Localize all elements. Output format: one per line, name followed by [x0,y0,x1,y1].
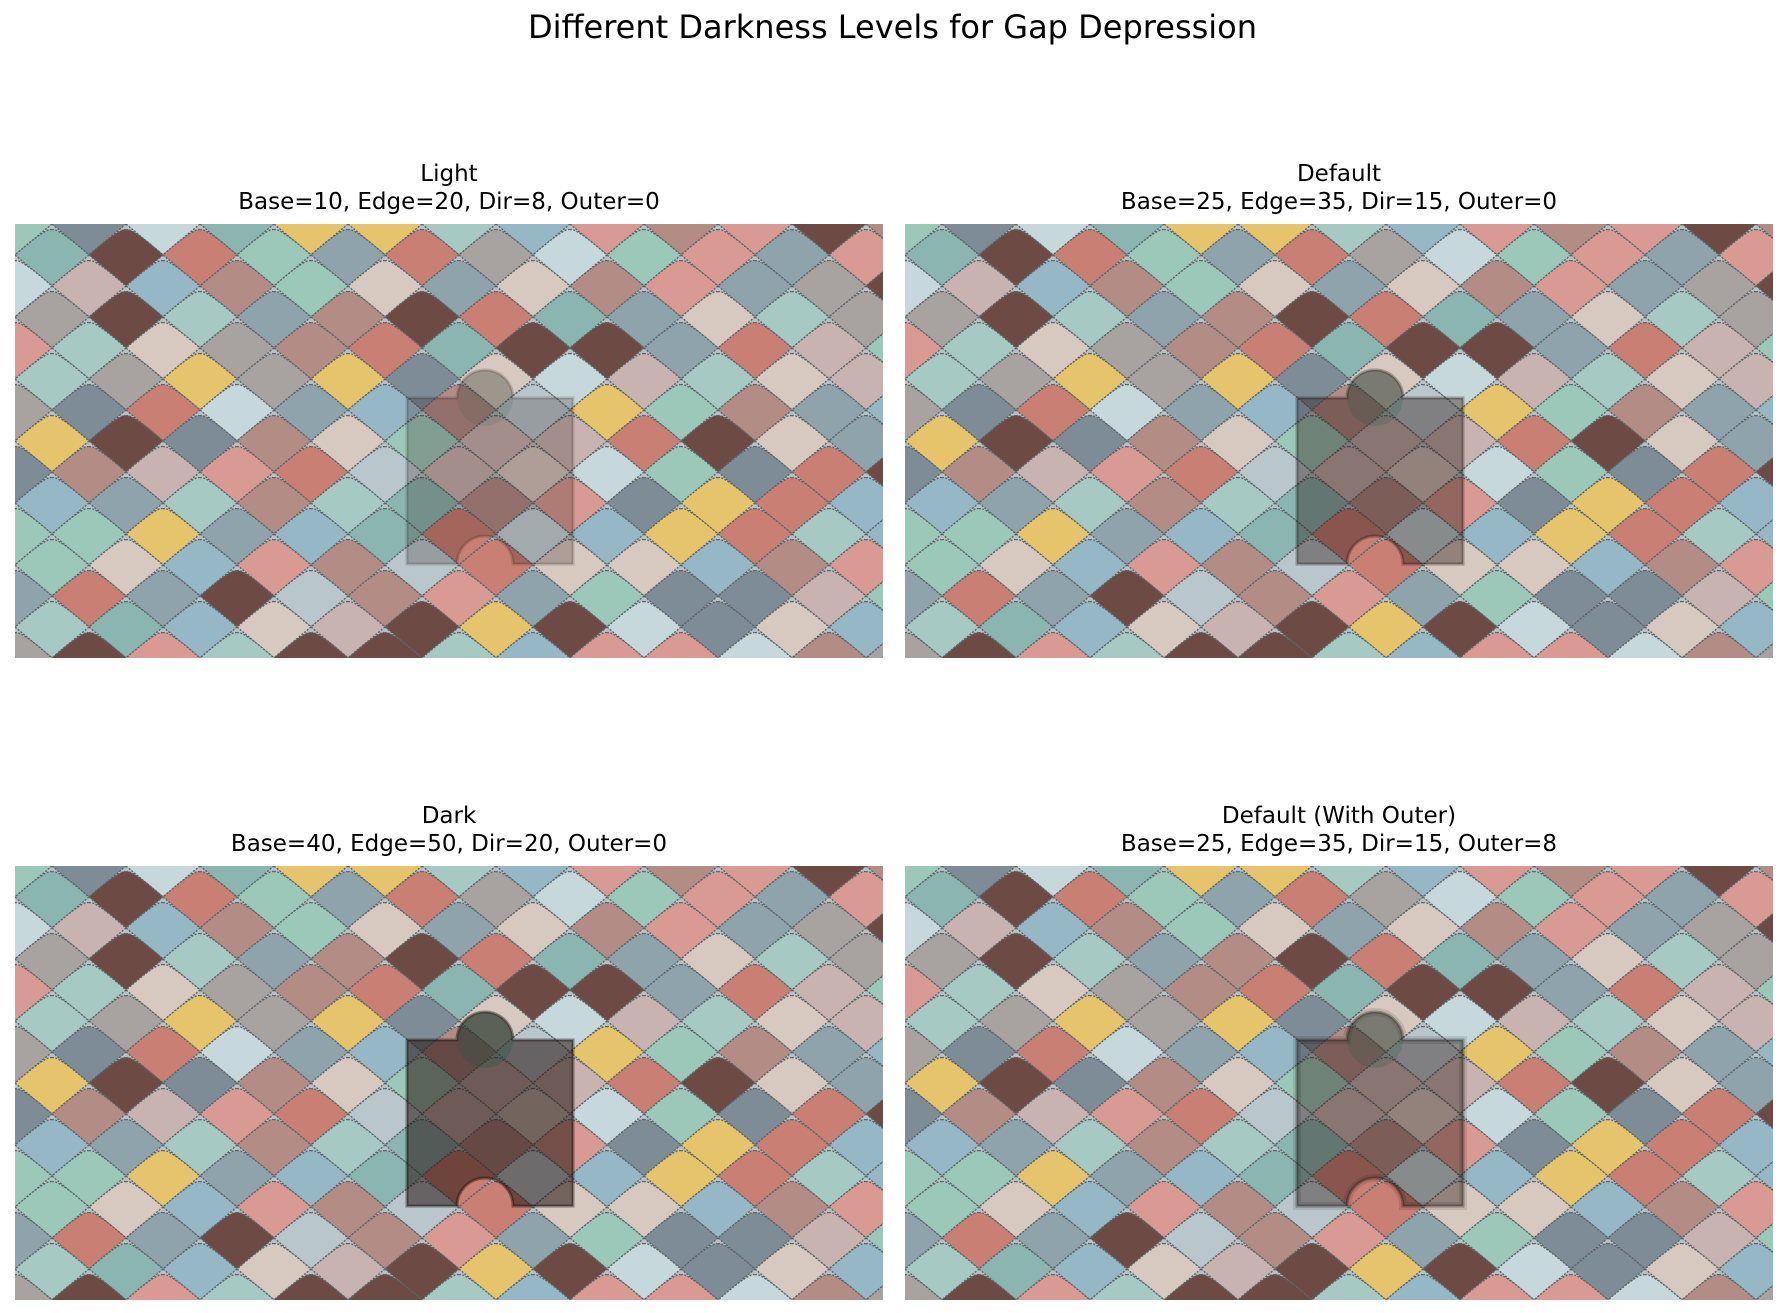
panel-subtitle: Base=25, Edge=35, Dir=15, Outer=0 [1120,189,1558,215]
panel-default-with-outer: Default (With Outer) Base=25, Edge=35, D… [905,802,1773,1300]
tile-image [15,224,883,658]
panel-light: Light Base=10, Edge=20, Dir=8, Outer=0 [15,160,883,658]
panel-subtitle: Base=25, Edge=35, Dir=15, Outer=8 [1120,831,1558,857]
gap-depression [1297,370,1463,564]
tile-image [905,866,1773,1300]
panel-title: Default [1296,161,1382,187]
panel-default: Default Base=25, Edge=35, Dir=15, Outer=… [905,160,1773,658]
puzzle-image [905,224,1773,658]
panel-dark: Dark Base=40, Edge=50, Dir=20, Outer=0 [15,802,883,1300]
puzzle-image [15,224,883,658]
panel-subtitle: Base=10, Edge=20, Dir=8, Outer=0 [238,189,660,215]
tile-image [905,224,1773,658]
panel-subtitle: Base=40, Edge=50, Dir=20, Outer=0 [230,831,668,857]
figure-title: Different Darkness Levels for Gap Depres… [527,8,1258,46]
panel-title: Light [420,161,478,187]
tile-image [15,866,883,1300]
gap-depression [1297,1012,1463,1206]
gap-depression [407,370,573,564]
gap-depression [407,1012,573,1206]
panel-title: Default (With Outer) [1221,803,1457,829]
puzzle-image [15,866,883,1300]
puzzle-image [905,866,1773,1300]
panel-title: Dark [421,803,477,829]
